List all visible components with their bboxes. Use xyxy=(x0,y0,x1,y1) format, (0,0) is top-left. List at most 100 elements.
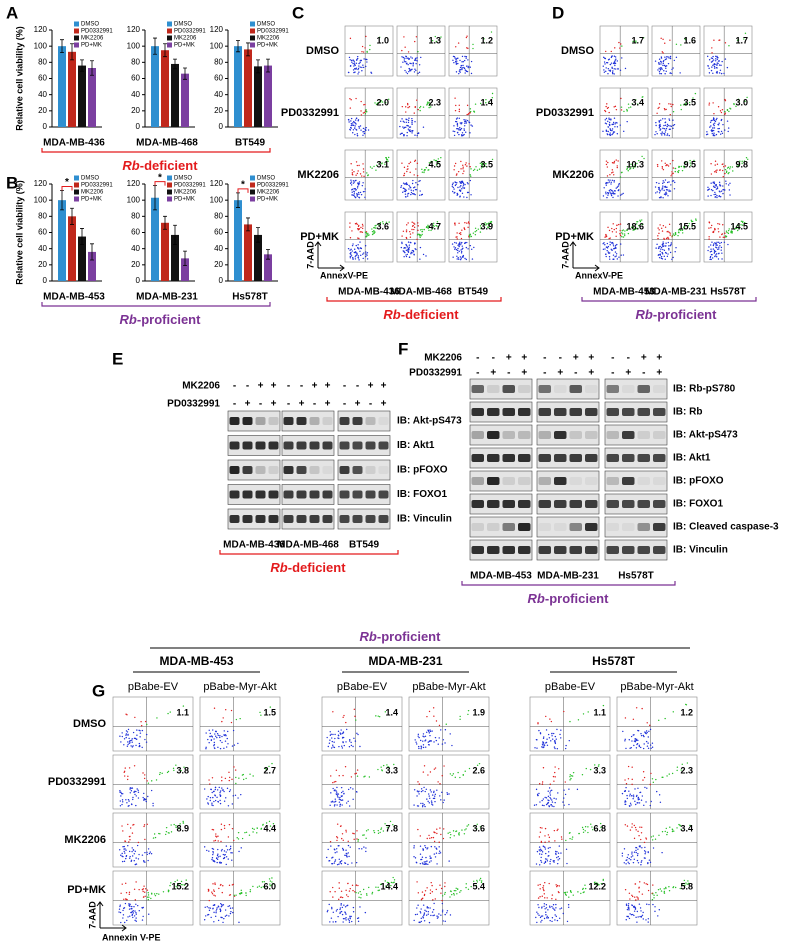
event-dot xyxy=(125,735,126,736)
event-dot xyxy=(134,860,135,861)
event-dot xyxy=(409,106,410,107)
treatment-sign: - xyxy=(287,381,290,392)
event-dot xyxy=(560,729,561,730)
event-dot xyxy=(443,838,444,839)
event-dot xyxy=(354,252,355,253)
event-dot xyxy=(659,224,660,225)
event-dot xyxy=(720,70,721,71)
event-dot xyxy=(155,837,156,838)
event-dot xyxy=(535,917,536,918)
event-dot xyxy=(724,237,725,238)
event-dot xyxy=(444,894,445,895)
blot-band xyxy=(487,408,500,416)
event-dot xyxy=(160,772,161,773)
event-dot xyxy=(458,171,459,172)
group-label-rest: -deficient xyxy=(401,307,459,322)
event-dot xyxy=(329,921,330,922)
flow-plot xyxy=(600,88,648,138)
event-dot xyxy=(729,194,730,195)
event-dot xyxy=(409,127,410,128)
event-dot xyxy=(224,828,225,829)
treatment-label: PD0332991 xyxy=(167,399,220,410)
event-dot xyxy=(213,861,214,862)
event-dot xyxy=(413,254,414,255)
group-label: Rb-proficient xyxy=(636,307,718,322)
event-dot xyxy=(435,898,436,899)
event-dot xyxy=(569,779,570,780)
event-dot xyxy=(668,118,669,119)
event-dot xyxy=(422,231,423,232)
event-dot xyxy=(634,801,635,802)
event-dot xyxy=(130,912,131,913)
event-dot xyxy=(726,172,727,173)
event-dot xyxy=(674,124,675,125)
event-dot xyxy=(722,170,723,171)
event-dot xyxy=(213,791,214,792)
event-dot xyxy=(354,773,355,774)
cell-line-label: MDA-MB-436 xyxy=(223,540,285,551)
event-dot xyxy=(669,224,670,225)
event-dot xyxy=(609,125,610,126)
panel-letter: E xyxy=(112,349,123,368)
event-dot xyxy=(215,800,216,801)
event-dot xyxy=(422,790,423,791)
event-dot xyxy=(545,716,546,717)
event-dot xyxy=(666,775,667,776)
event-dot xyxy=(603,195,604,196)
event-dot xyxy=(664,250,665,251)
event-dot xyxy=(346,802,347,803)
event-dot xyxy=(420,912,421,913)
event-dot xyxy=(356,791,357,792)
treatment-sign: - xyxy=(642,368,645,379)
blot-band xyxy=(323,466,333,474)
event-dot xyxy=(620,223,621,224)
event-dot xyxy=(628,908,629,909)
event-dot xyxy=(120,792,121,793)
event-dot xyxy=(426,798,427,799)
event-dot xyxy=(674,251,675,252)
event-dot xyxy=(424,845,425,846)
event-dot xyxy=(369,49,370,50)
event-dot xyxy=(549,863,550,864)
event-dot xyxy=(652,884,653,885)
event-dot xyxy=(420,803,421,804)
event-dot xyxy=(714,196,715,197)
event-dot xyxy=(418,746,419,747)
event-dot xyxy=(720,65,721,66)
event-dot xyxy=(423,849,424,850)
event-dot xyxy=(605,71,606,72)
event-dot xyxy=(618,42,619,43)
event-dot xyxy=(478,228,479,229)
event-dot xyxy=(413,920,414,921)
blot-band xyxy=(472,546,485,554)
event-dot xyxy=(456,173,457,174)
event-dot xyxy=(615,251,616,252)
event-dot xyxy=(614,118,615,119)
event-dot xyxy=(349,746,350,747)
event-dot xyxy=(438,913,439,914)
event-dot xyxy=(550,784,551,785)
event-dot xyxy=(438,916,439,917)
event-dot xyxy=(457,124,458,125)
event-dot xyxy=(126,802,127,803)
blot-band xyxy=(379,515,389,523)
event-dot xyxy=(424,765,425,766)
event-dot xyxy=(351,921,352,922)
event-dot xyxy=(659,73,660,74)
event-dot xyxy=(631,736,632,737)
event-dot xyxy=(442,903,443,904)
event-dot xyxy=(363,834,364,835)
blot-band xyxy=(518,500,531,508)
event-dot xyxy=(131,790,132,791)
event-dot xyxy=(336,804,337,805)
event-dot xyxy=(606,197,607,198)
event-dot xyxy=(715,254,716,255)
event-dot xyxy=(419,237,420,238)
event-dot xyxy=(620,243,621,244)
event-dot xyxy=(370,166,371,167)
event-dot xyxy=(149,853,150,854)
cell-line-label: MDA-MB-231 xyxy=(645,287,707,298)
blot-band xyxy=(539,408,552,416)
event-dot xyxy=(360,110,361,111)
event-dot xyxy=(640,864,641,865)
